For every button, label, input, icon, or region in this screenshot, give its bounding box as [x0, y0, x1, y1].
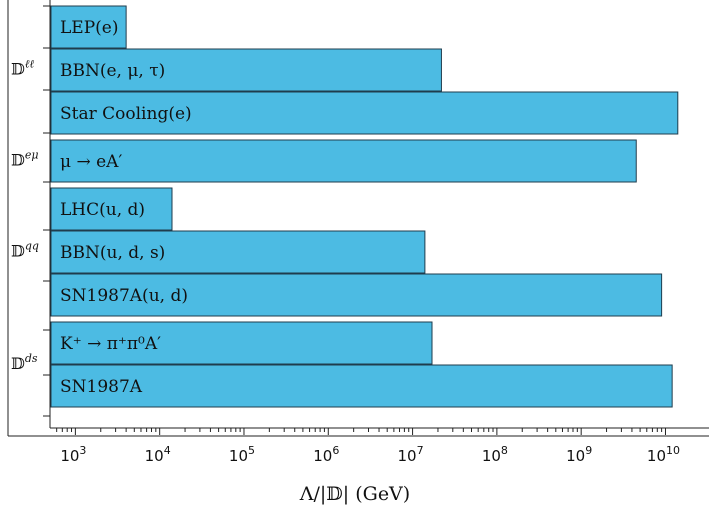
bar: [50, 273, 663, 317]
group-label: 𝔻ℓℓ: [11, 58, 34, 79]
x-tick-label: 109: [566, 444, 592, 465]
bar-label: LEP(e): [60, 18, 118, 38]
axes: 𝔻ℓℓ 𝔻eμ 𝔻qq 𝔻ds 103 104 105 106 107 108 109 1010: [7, 0, 709, 465]
bar-label: SN1987A: [60, 377, 143, 397]
bar: [50, 5, 127, 49]
bar-label: μ → eA′: [60, 152, 122, 172]
group-label: 𝔻eμ: [11, 149, 39, 170]
bar-label: Star Cooling(e): [60, 104, 192, 124]
bar-label: SN1987A(u, d): [60, 286, 188, 306]
group-label: 𝔻ds: [11, 352, 38, 373]
group-label: 𝔻qq: [11, 240, 39, 261]
x-tick-label: 1010: [647, 444, 680, 465]
x-tick-label: 105: [229, 444, 255, 465]
bar: [50, 187, 173, 231]
bar: [50, 91, 679, 135]
x-tick-label: 103: [60, 444, 86, 465]
bar: [50, 230, 426, 274]
x-tick-label: 108: [482, 444, 508, 465]
bar-label: LHC(u, d): [60, 200, 145, 220]
bars-layer: LEP(e) BBN(e, μ, τ) Star Cooling(e) μ → eA′…: [50, 5, 679, 408]
bar: [50, 139, 637, 183]
bar-label: BBN(u, d, s): [60, 243, 165, 263]
bar: [50, 321, 433, 365]
bar-label: BBN(e, μ, τ): [60, 61, 165, 81]
x-tick-label: 106: [313, 444, 339, 465]
bar: [50, 364, 673, 408]
x-axis-title: Λ/|𝔻| (GeV): [299, 483, 410, 505]
bar: [50, 48, 442, 92]
x-tick-label: 104: [145, 444, 171, 465]
x-tick-label: 107: [398, 444, 424, 465]
bar-label: K⁺ → π⁺π⁰A′: [60, 334, 161, 354]
